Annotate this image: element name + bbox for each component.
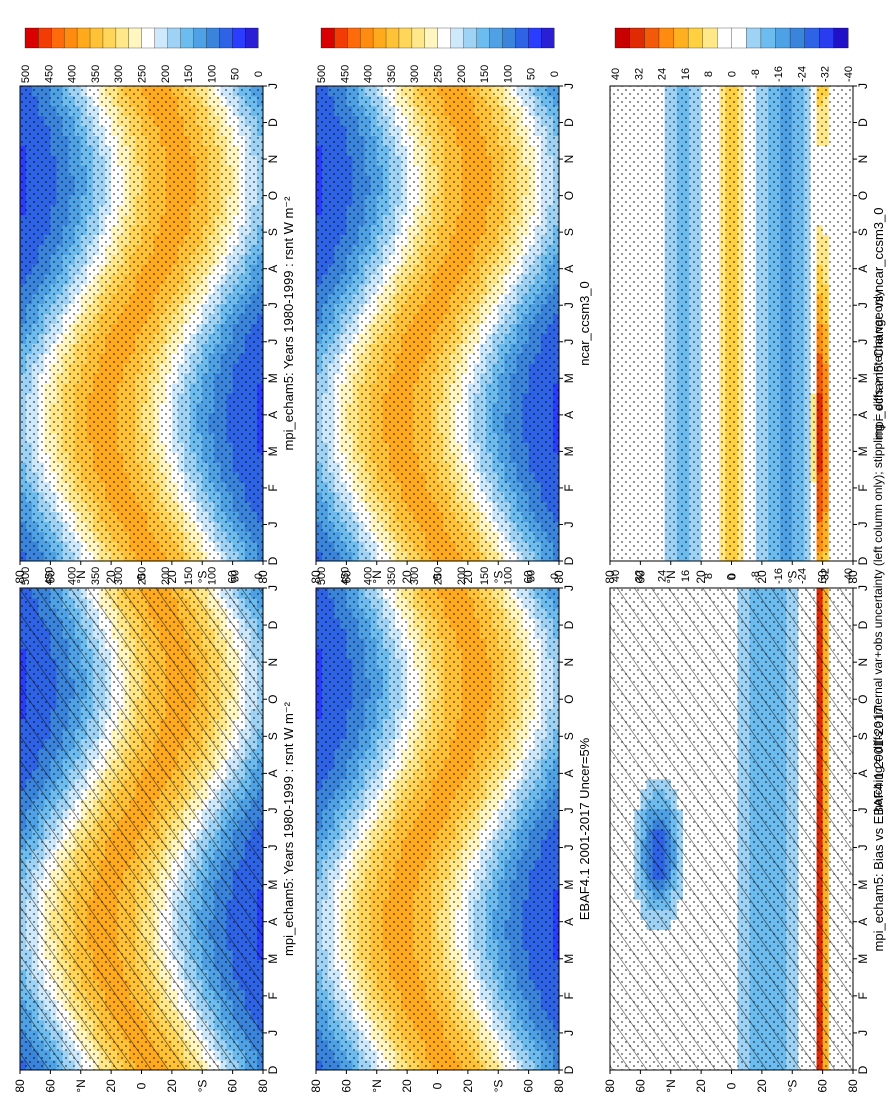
colorbar-swatch <box>77 28 90 48</box>
colorbar-tick-label: 450 <box>43 65 55 83</box>
colorbar-swatch <box>206 28 219 48</box>
x-tick-label: A <box>266 918 280 926</box>
y-tick-label: 80 <box>13 570 27 584</box>
y-tick-label: 0 <box>135 573 149 580</box>
x-tick-label: J <box>266 1030 280 1036</box>
colorbar-tick-label: 200 <box>160 65 172 83</box>
x-tick-label: J <box>266 807 280 813</box>
colorbar-tick-label: 250 <box>137 65 149 83</box>
x-tick-label: A <box>266 769 280 777</box>
x-tick-label: J <box>266 585 280 591</box>
stippling-overlay <box>20 86 263 561</box>
x-tick-label: J <box>266 521 280 527</box>
colorbar-swatch <box>90 28 103 48</box>
y-tick-label: 60 <box>226 570 240 584</box>
colorbar-swatch <box>64 28 77 48</box>
x-tick-label: M <box>266 954 280 964</box>
colorbar-swatch <box>116 28 129 48</box>
colorbar-swatch <box>193 28 206 48</box>
y-tick-label: 80 <box>13 1079 27 1093</box>
y-tick-label: °S <box>195 571 209 584</box>
colorbar-swatch <box>167 28 180 48</box>
x-tick-label: S <box>266 228 280 236</box>
y-tick-label: 80 <box>256 570 270 584</box>
x-tick-label: J <box>266 83 280 89</box>
panel-middle-left: DJFMAMJJASONDJ80 60 °N 20 0 20 °S 60 80EBAF4.1 2… <box>309 530 592 1093</box>
x-tick-label: N <box>266 155 280 164</box>
y-tick-label: 60 <box>43 570 57 584</box>
colorbar-tick-label: 300 <box>113 65 125 83</box>
y-tick-label: 80 <box>256 1079 270 1093</box>
colorbar-tick-label: 350 <box>90 567 102 585</box>
x-tick-label: D <box>266 1065 280 1074</box>
x-tick-label: J <box>266 302 280 308</box>
x-tick-label: O <box>266 695 280 704</box>
x-tick-label: F <box>266 484 280 491</box>
colorbar-swatch <box>142 28 155 48</box>
x-tick-label: O <box>266 191 280 200</box>
colorbar-swatch <box>245 28 258 48</box>
y-tick-label: °S <box>195 1080 209 1093</box>
x-tick-label: J <box>266 845 280 851</box>
y-tick-label: 0 <box>135 1082 149 1089</box>
y-tick-label: 20 <box>165 570 179 584</box>
panel-title: mpi_echam5: Years 1980-1999 : rsnt W m⁻² <box>281 701 296 956</box>
y-tick-label: 60 <box>226 1079 240 1093</box>
x-tick-label: M <box>266 446 280 456</box>
x-tick-label: S <box>266 732 280 740</box>
x-tick-label: M <box>266 373 280 383</box>
x-tick-label: D <box>266 556 280 565</box>
colorbar-swatch <box>232 28 245 48</box>
colorbar-tick-label: 400 <box>67 65 79 83</box>
colorbar-swatch <box>51 28 64 48</box>
colorbar-swatch <box>180 28 193 48</box>
colorbar-swatch <box>25 28 38 48</box>
x-tick-label: F <box>266 992 280 999</box>
y-tick-label: °N <box>74 570 88 583</box>
colorbar-swatch <box>129 28 142 48</box>
y-tick-label: 20 <box>165 1079 179 1093</box>
y-tick-label: 60 <box>43 1079 57 1093</box>
x-tick-label: A <box>266 265 280 273</box>
x-tick-label: A <box>266 411 280 419</box>
x-tick-label: D <box>266 118 280 127</box>
colorbar-tick-label: 100 <box>206 65 218 83</box>
y-tick-label: 20 <box>104 570 118 584</box>
colorbar-tick-label: 150 <box>183 567 195 585</box>
colorbar-swatch <box>219 28 232 48</box>
hatching-overlay <box>20 588 263 1070</box>
colorbar-tick-label: 50 <box>230 68 242 80</box>
colorbar-swatch <box>38 28 51 48</box>
panel-title: mpi_echam5: Years 1980-1999 : rsnt W m⁻² <box>281 196 296 451</box>
colorbar-swatch <box>103 28 116 48</box>
y-tick-label: °N <box>74 1079 88 1092</box>
colorbar-tick-label: 150 <box>183 65 195 83</box>
y-tick-label: 20 <box>104 1079 118 1093</box>
x-tick-label: J <box>266 339 280 345</box>
colorbar-tick-label: 500 <box>20 65 32 83</box>
x-tick-label: M <box>266 880 280 890</box>
colorbar-tick-label: 0 <box>253 71 265 77</box>
colorbar-swatch <box>154 28 167 48</box>
x-tick-label: N <box>266 658 280 667</box>
x-tick-label: D <box>266 620 280 629</box>
colorbar-tick-label: 350 <box>90 65 102 83</box>
